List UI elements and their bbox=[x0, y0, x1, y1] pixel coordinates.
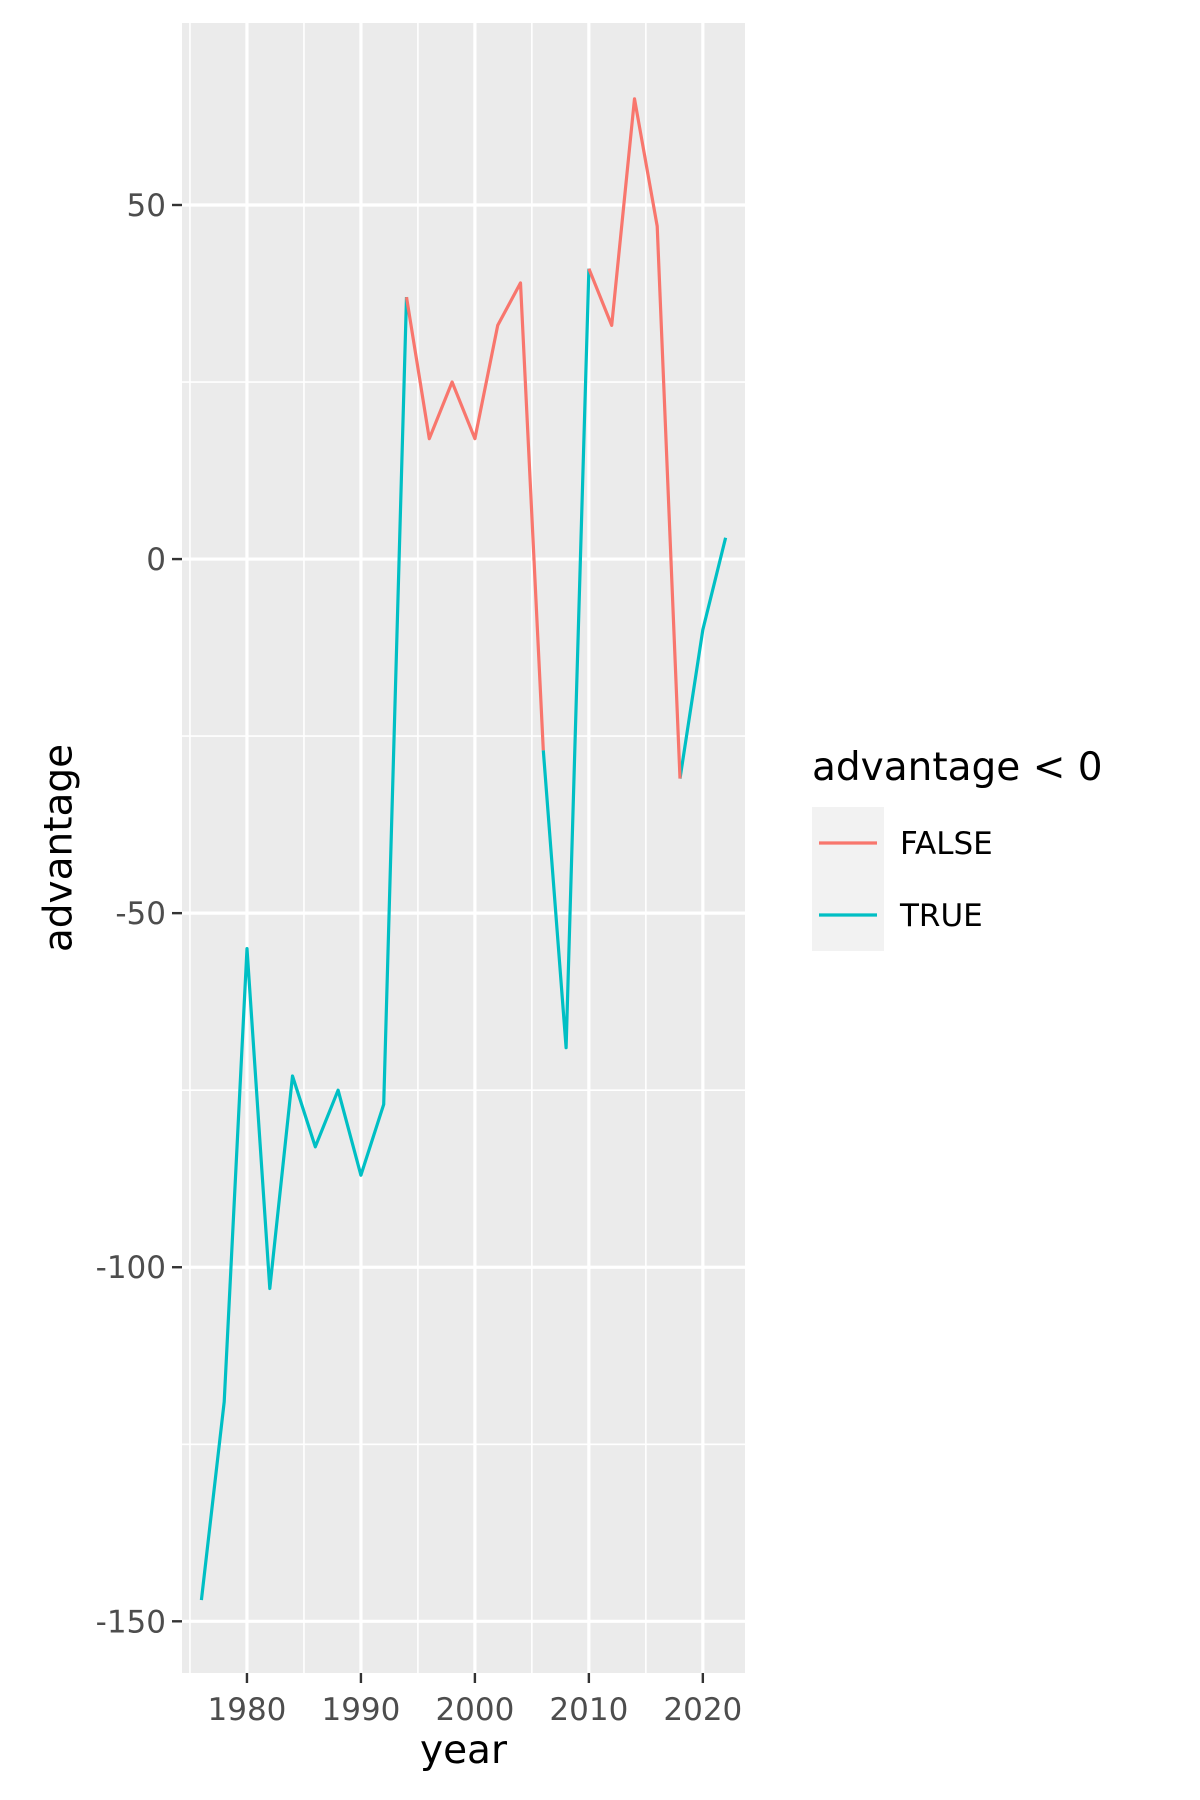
series-lines bbox=[199, 97, 728, 1601]
x-tick-label: 1980 bbox=[208, 1692, 287, 1728]
series-line-segment bbox=[199, 297, 409, 1601]
major-gridlines bbox=[182, 23, 745, 1673]
y-axis: 50 0 -50 -100 -150 bbox=[96, 188, 182, 1640]
x-tick-label: 2020 bbox=[663, 1692, 742, 1728]
legend-title: advantage < 0 bbox=[812, 745, 1103, 790]
y-tick-label: -100 bbox=[96, 1250, 166, 1286]
series-line-segment bbox=[404, 281, 545, 751]
series-true bbox=[199, 268, 728, 1601]
series-line-segment bbox=[587, 97, 682, 779]
legend-label-true: TRUE bbox=[899, 898, 983, 934]
y-tick-label: 50 bbox=[127, 188, 166, 224]
x-tick-label: 1990 bbox=[321, 1692, 400, 1728]
x-tick-label: 2010 bbox=[549, 1692, 628, 1728]
y-tick-label: -50 bbox=[115, 896, 166, 932]
legend-label-false: FALSE bbox=[900, 826, 993, 862]
series-false bbox=[404, 97, 682, 779]
x-axis: 1980 1990 2000 2010 2020 bbox=[208, 1673, 742, 1728]
plot-panel bbox=[182, 23, 745, 1673]
y-tick-label: -150 bbox=[96, 1604, 166, 1640]
x-tick-label: 2000 bbox=[435, 1692, 514, 1728]
legend: advantage < 0 FALSE TRUE bbox=[812, 745, 1103, 951]
series-line-segment bbox=[541, 268, 591, 1050]
minor-gridlines bbox=[182, 23, 745, 1673]
y-axis-title: advantage bbox=[37, 744, 82, 952]
y-tick-label: 0 bbox=[146, 542, 166, 578]
series-line-segment bbox=[678, 537, 728, 779]
legend-keys-background bbox=[812, 807, 884, 951]
x-axis-title: year bbox=[420, 1728, 508, 1773]
